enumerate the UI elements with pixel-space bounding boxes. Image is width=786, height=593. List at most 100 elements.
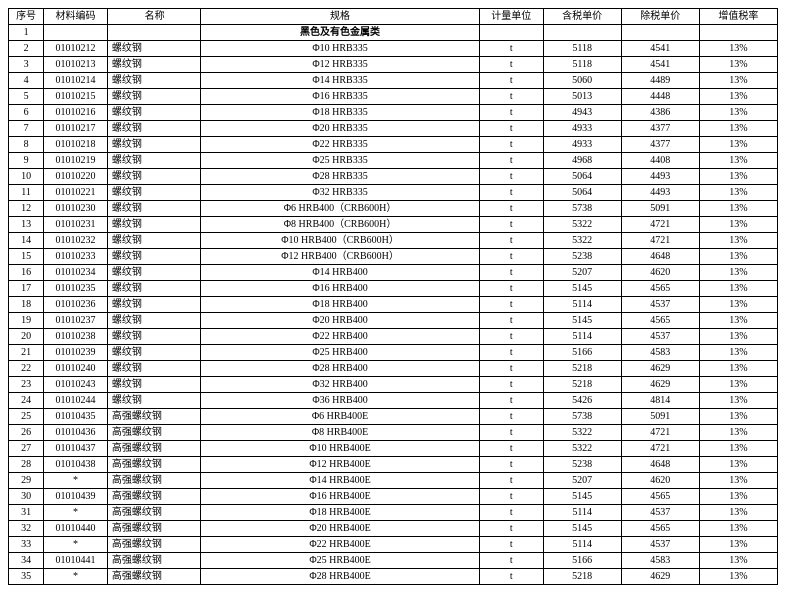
cell-price-with-tax: 5145	[543, 313, 621, 329]
cell-code: 01010239	[44, 345, 108, 361]
cell-code: 01010440	[44, 521, 108, 537]
table-row: 1701010235螺纹钢Φ16 HRB400t5145456513%	[9, 281, 778, 297]
table-row: 401010214螺纹钢Φ14 HRB335t5060448913%	[9, 73, 778, 89]
table-row: 2101010239螺纹钢Φ25 HRB400t5166458313%	[9, 345, 778, 361]
cell-name: 高强螺纹钢	[107, 489, 200, 505]
cell-unit: t	[479, 249, 543, 265]
cell-spec: Φ12 HRB335	[201, 57, 480, 73]
cell-unit: t	[479, 441, 543, 457]
cell-name: 螺纹钢	[107, 201, 200, 217]
cell-unit: t	[479, 169, 543, 185]
cell-price-with-tax: 4933	[543, 137, 621, 153]
cell-seq: 6	[9, 105, 44, 121]
cell-name: 高强螺纹钢	[107, 521, 200, 537]
table-row: 1601010234螺纹钢Φ14 HRB400t5207462013%	[9, 265, 778, 281]
cell-price-with-tax: 5166	[543, 553, 621, 569]
cell-price-no-tax: 4814	[621, 393, 699, 409]
cell-seq: 31	[9, 505, 44, 521]
cell-price-no-tax: 4537	[621, 297, 699, 313]
section-row: 1 黑色及有色金属类	[9, 25, 778, 41]
cell-price-no-tax: 4408	[621, 153, 699, 169]
cell-seq: 26	[9, 425, 44, 441]
cell-spec: Φ22 HRB400	[201, 329, 480, 345]
cell-vat: 13%	[699, 393, 777, 409]
cell-unit: t	[479, 105, 543, 121]
cell-price-with-tax: 5322	[543, 441, 621, 457]
cell-price-with-tax: 5322	[543, 425, 621, 441]
cell-price-no-tax: 4583	[621, 345, 699, 361]
cell-unit: t	[479, 553, 543, 569]
cell-price-no-tax: 4448	[621, 89, 699, 105]
cell-price-with-tax: 5218	[543, 377, 621, 393]
col-header-price-with-tax: 含税单价	[543, 9, 621, 25]
cell-name: 螺纹钢	[107, 297, 200, 313]
cell-seq: 12	[9, 201, 44, 217]
cell-code: 01010244	[44, 393, 108, 409]
cell-code: 01010218	[44, 137, 108, 153]
table-row: 501010215螺纹钢Φ16 HRB335t5013444813%	[9, 89, 778, 105]
cell-spec: Φ25 HRB335	[201, 153, 480, 169]
cell-spec: Φ28 HRB400	[201, 361, 480, 377]
cell-name: 高强螺纹钢	[107, 425, 200, 441]
cell-name: 高强螺纹钢	[107, 505, 200, 521]
cell-vat: 13%	[699, 217, 777, 233]
cell-name: 螺纹钢	[107, 105, 200, 121]
cell-vat: 13%	[699, 361, 777, 377]
cell-seq: 24	[9, 393, 44, 409]
section-empty-unit	[479, 25, 543, 41]
cell-unit: t	[479, 473, 543, 489]
cell-code: 01010219	[44, 153, 108, 169]
cell-seq: 13	[9, 217, 44, 233]
cell-code: 01010214	[44, 73, 108, 89]
cell-unit: t	[479, 73, 543, 89]
cell-code: 01010231	[44, 217, 108, 233]
cell-code: 01010216	[44, 105, 108, 121]
table-row: 3401010441高强螺纹钢Φ25 HRB400Et5166458313%	[9, 553, 778, 569]
cell-code: *	[44, 537, 108, 553]
cell-code: 01010233	[44, 249, 108, 265]
cell-code: 01010243	[44, 377, 108, 393]
cell-name: 螺纹钢	[107, 137, 200, 153]
cell-price-no-tax: 4565	[621, 313, 699, 329]
cell-name: 螺纹钢	[107, 361, 200, 377]
cell-price-with-tax: 5322	[543, 233, 621, 249]
cell-price-with-tax: 5064	[543, 169, 621, 185]
cell-price-with-tax: 5145	[543, 489, 621, 505]
cell-name: 螺纹钢	[107, 185, 200, 201]
cell-vat: 13%	[699, 457, 777, 473]
cell-vat: 13%	[699, 105, 777, 121]
cell-vat: 13%	[699, 41, 777, 57]
cell-price-no-tax: 4537	[621, 537, 699, 553]
cell-seq: 11	[9, 185, 44, 201]
cell-price-no-tax: 4493	[621, 185, 699, 201]
table-row: 2601010436高强螺纹钢Φ8 HRB400Et5322472113%	[9, 425, 778, 441]
col-header-unit: 计量单位	[479, 9, 543, 25]
cell-price-with-tax: 5426	[543, 393, 621, 409]
table-row: 1901010237螺纹钢Φ20 HRB400t5145456513%	[9, 313, 778, 329]
cell-vat: 13%	[699, 73, 777, 89]
table-body: 1 黑色及有色金属类 201010212螺纹钢Φ10 HRB335t511845…	[9, 25, 778, 585]
section-empty-p2	[621, 25, 699, 41]
cell-unit: t	[479, 393, 543, 409]
cell-vat: 13%	[699, 329, 777, 345]
cell-name: 高强螺纹钢	[107, 457, 200, 473]
cell-name: 高强螺纹钢	[107, 409, 200, 425]
cell-name: 螺纹钢	[107, 153, 200, 169]
cell-name: 螺纹钢	[107, 345, 200, 361]
col-header-vat: 增值税率	[699, 9, 777, 25]
cell-code: 01010238	[44, 329, 108, 345]
cell-seq: 15	[9, 249, 44, 265]
cell-spec: Φ20 HRB335	[201, 121, 480, 137]
cell-name: 螺纹钢	[107, 217, 200, 233]
table-row: 801010218螺纹钢Φ22 HRB335t4933437713%	[9, 137, 778, 153]
cell-code: 01010220	[44, 169, 108, 185]
cell-price-no-tax: 4489	[621, 73, 699, 89]
cell-price-no-tax: 4493	[621, 169, 699, 185]
cell-name: 螺纹钢	[107, 281, 200, 297]
cell-seq: 18	[9, 297, 44, 313]
cell-name: 螺纹钢	[107, 313, 200, 329]
cell-name: 螺纹钢	[107, 377, 200, 393]
cell-code: 01010232	[44, 233, 108, 249]
cell-spec: Φ14 HRB400E	[201, 473, 480, 489]
cell-price-with-tax: 5207	[543, 473, 621, 489]
